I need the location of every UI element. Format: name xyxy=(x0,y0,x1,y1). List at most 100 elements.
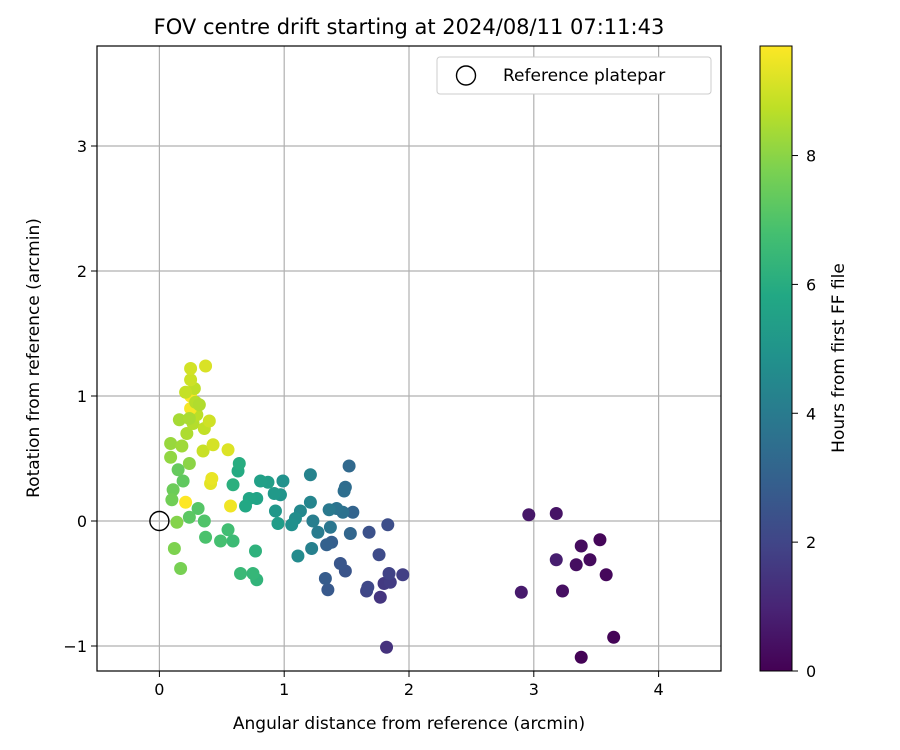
data-point xyxy=(180,427,194,440)
data-point xyxy=(170,515,184,529)
data-point xyxy=(232,457,246,470)
legend-entry-reference: Reference platepar xyxy=(503,66,665,86)
data-point xyxy=(346,505,360,519)
data-point xyxy=(333,557,347,570)
data-point xyxy=(361,580,375,594)
x-tick-label: 1 xyxy=(279,680,289,699)
legend-frame xyxy=(436,56,712,95)
data-points xyxy=(164,359,621,664)
data-point xyxy=(607,630,621,644)
data-point xyxy=(206,438,220,452)
data-point xyxy=(320,538,334,552)
data-point xyxy=(522,508,536,522)
data-point xyxy=(396,568,410,582)
y-tick-label: 2 xyxy=(77,262,87,281)
data-point xyxy=(182,412,196,425)
data-point xyxy=(182,510,196,524)
data-point xyxy=(306,514,320,528)
y-tick-label: 1 xyxy=(77,387,87,406)
data-point xyxy=(321,583,335,597)
data-point xyxy=(291,549,305,563)
reference-platepar-marker xyxy=(149,510,170,532)
reference-marker-layer xyxy=(149,510,170,532)
data-point xyxy=(196,444,210,458)
data-point xyxy=(323,520,337,534)
data-point xyxy=(380,640,394,654)
colorbar-tick-label: 0 xyxy=(806,662,816,681)
data-point xyxy=(574,650,588,664)
data-point xyxy=(199,530,213,544)
data-point xyxy=(268,504,282,518)
colorbar-gradient xyxy=(759,45,793,672)
data-point xyxy=(305,542,319,555)
data-point xyxy=(303,495,317,509)
x-tick-label: 3 xyxy=(529,680,539,699)
y-tick-label: 0 xyxy=(77,512,87,531)
data-point xyxy=(221,523,235,537)
data-point xyxy=(253,474,267,488)
y-tick-label: −1 xyxy=(63,637,87,656)
data-point xyxy=(176,474,190,488)
colorbar-ticks: 0 2 4 6 8 xyxy=(792,147,816,681)
data-point xyxy=(382,567,396,580)
data-point xyxy=(599,568,613,582)
colorbar-tick-label: 6 xyxy=(806,275,816,294)
data-point xyxy=(381,518,395,532)
data-point xyxy=(556,584,570,598)
data-point xyxy=(343,527,357,540)
data-point xyxy=(569,558,583,572)
y-tick-label: 3 xyxy=(77,137,87,156)
grid-lines xyxy=(97,46,721,671)
data-point xyxy=(182,457,196,470)
legend-marker-reference xyxy=(455,65,477,86)
data-point xyxy=(285,518,299,532)
data-point xyxy=(514,585,528,599)
data-point xyxy=(318,572,332,585)
colorbar: 0 2 4 6 8 Hours from first FF file xyxy=(759,45,849,681)
data-point xyxy=(574,539,588,553)
data-point xyxy=(205,472,219,485)
data-point xyxy=(221,443,235,457)
colorbar-tick-label: 4 xyxy=(806,404,816,423)
data-point xyxy=(197,514,211,528)
data-point xyxy=(166,483,180,497)
data-point xyxy=(174,562,188,575)
data-point xyxy=(226,534,240,548)
data-point xyxy=(224,499,238,513)
data-point xyxy=(311,525,325,539)
x-tick-label: 0 xyxy=(154,680,164,699)
data-point xyxy=(276,474,290,488)
data-point xyxy=(165,493,179,507)
data-point xyxy=(171,463,185,477)
data-point xyxy=(303,468,317,482)
data-point xyxy=(199,359,213,373)
data-point xyxy=(239,499,253,513)
data-point xyxy=(184,373,198,387)
data-point xyxy=(192,398,206,412)
data-point xyxy=(342,459,356,473)
data-point xyxy=(337,484,351,498)
data-point xyxy=(179,495,193,509)
data-point xyxy=(583,553,597,567)
data-point xyxy=(191,502,205,515)
x-tick-label: 4 xyxy=(654,680,664,699)
data-point xyxy=(179,385,193,399)
colorbar-label: Hours from first FF file xyxy=(829,263,849,453)
data-point xyxy=(167,542,181,555)
data-point xyxy=(172,413,186,427)
data-point xyxy=(593,533,607,547)
data-point xyxy=(164,450,178,464)
x-axis: 0 1 2 3 4 xyxy=(154,671,664,699)
colorbar-tick-label: 2 xyxy=(806,533,816,552)
data-point xyxy=(549,553,563,567)
data-point xyxy=(549,507,563,520)
data-point xyxy=(248,544,262,558)
data-point xyxy=(234,567,248,580)
data-point xyxy=(373,590,387,604)
data-point xyxy=(372,548,386,562)
data-point xyxy=(226,478,240,492)
y-axis: −1 0 1 2 3 xyxy=(63,137,97,656)
data-point xyxy=(271,517,285,530)
data-point xyxy=(202,414,216,428)
